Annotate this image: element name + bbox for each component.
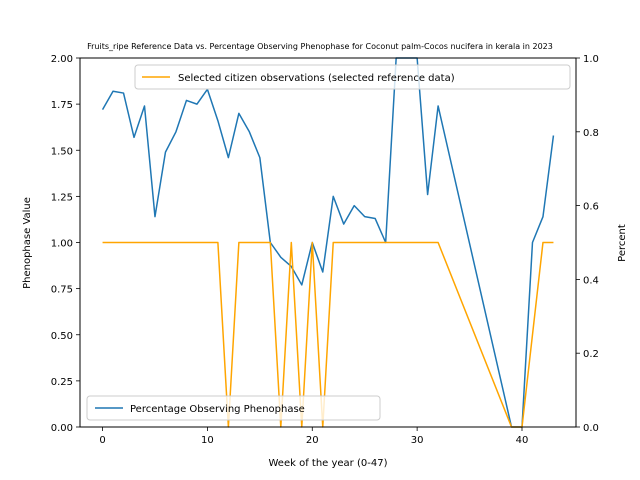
chart-title: Fruits_ripe Reference Data vs. Percentag… <box>87 42 553 51</box>
y-left-tick-label: 1.25 <box>51 192 73 203</box>
y-left-tick-label: 0.50 <box>51 331 73 342</box>
y-left-tick-label: 0.00 <box>51 423 73 434</box>
y-left-tick-label: 0.25 <box>51 377 73 388</box>
series-line-1 <box>101 57 555 428</box>
legend-label: Selected citizen observations (selected … <box>178 73 455 84</box>
y-right-tick-label: 0.6 <box>583 202 599 213</box>
legend-selected-citizen: Selected citizen observations (selected … <box>134 64 571 90</box>
legend-box <box>134 64 571 90</box>
y-axis-right-label: Percent <box>617 224 628 262</box>
legend-label: Percentage Observing Phenophase <box>130 404 305 415</box>
y-left-tick-label: 1.00 <box>51 239 73 250</box>
x-tick-label: 0 <box>99 435 105 446</box>
x-tick-label: 10 <box>201 435 214 446</box>
y-right-tick-label: 0.2 <box>583 349 599 360</box>
y-left-tick-label: 0.75 <box>51 285 73 296</box>
y-right-tick-label: 1.0 <box>583 54 599 65</box>
x-tick-label: 40 <box>516 435 529 446</box>
y-right-tick-label: 0.8 <box>583 128 599 139</box>
axes-layer: 0 10 20 30 40 0.00 0.25 0.50 0.75 1.00 1.25 1.50 1.7… <box>51 54 599 446</box>
y-right-tick-label: 0.0 <box>583 423 599 434</box>
y-axis-left-label: Phenophase Value <box>22 197 33 289</box>
y-left-tick-label: 1.50 <box>51 146 73 157</box>
legend-box <box>86 395 381 421</box>
legend-percentage-observing: Percentage Observing Phenophase <box>86 395 381 421</box>
legend-layer: Percentage Observing Phenophase Selected … <box>86 64 571 421</box>
y-left-tick-label: 2.00 <box>51 54 73 65</box>
x-tick-label: 20 <box>306 435 319 446</box>
x-tick-label: 30 <box>411 435 424 446</box>
y-left-tick-label: 1.75 <box>51 100 73 111</box>
y-right-tick-label: 0.4 <box>583 275 599 286</box>
x-axis-label: Week of the year (0-47) <box>269 458 388 469</box>
